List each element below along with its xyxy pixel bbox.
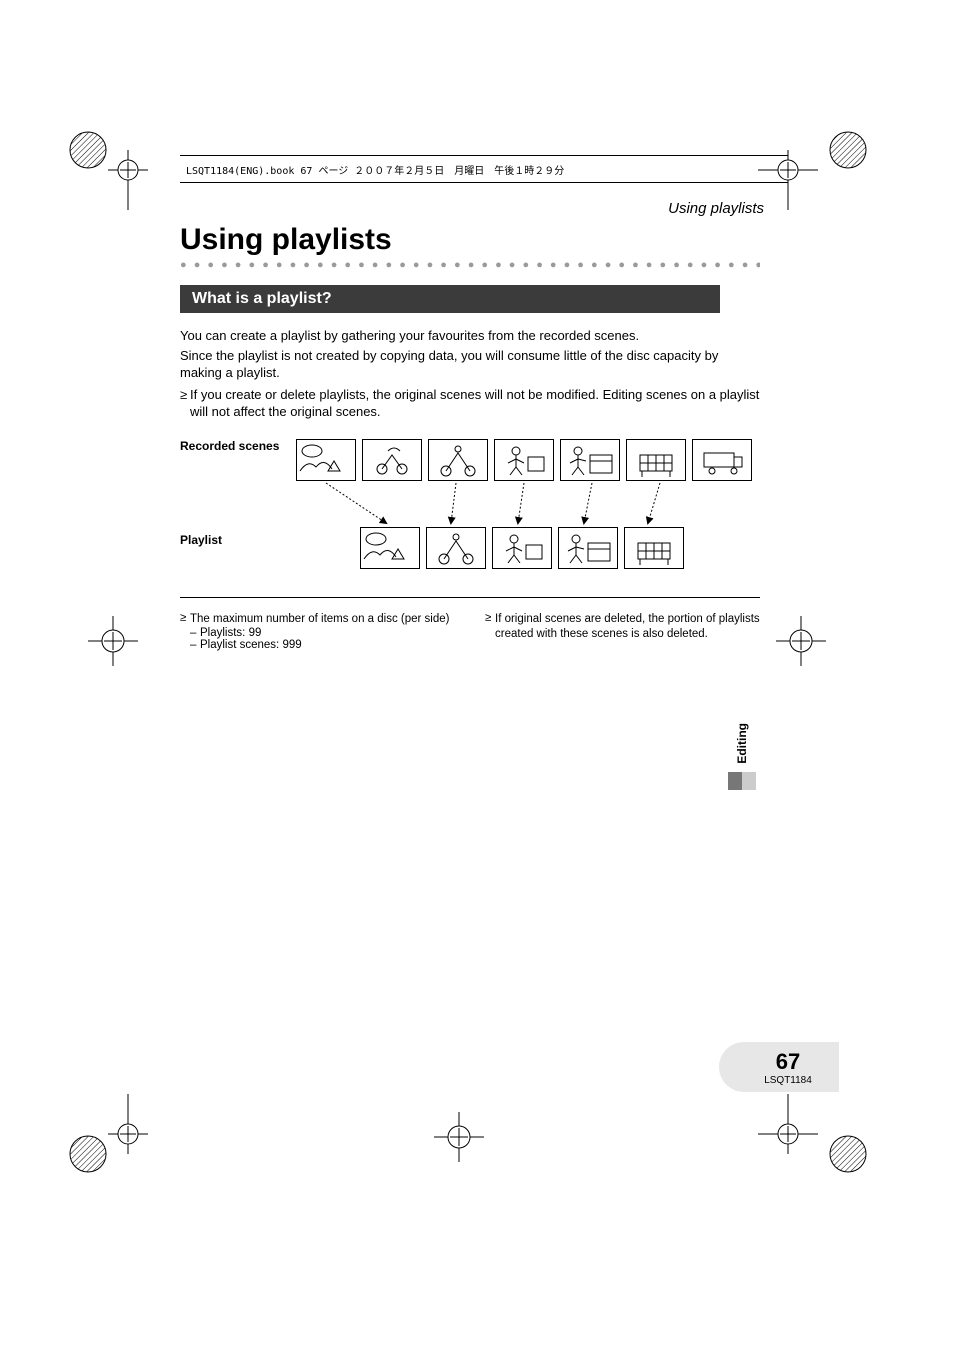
crop-mark-top-left	[68, 130, 148, 210]
crop-mark-bottom-left	[68, 1094, 148, 1174]
page-number-tab: 67 LSQT1184	[719, 1042, 839, 1092]
scene-thumbnail	[494, 439, 554, 481]
crop-mark-mid-right	[776, 616, 826, 666]
page-content: Using playlists Using playlists ● ● ● ● …	[180, 200, 760, 651]
page-title: Using playlists	[180, 223, 760, 257]
scene-thumbnail	[428, 439, 488, 481]
dash-text: Playlist scenes: 999	[200, 639, 302, 651]
dash-icon: –	[190, 627, 200, 639]
side-tab-label: Editing	[735, 723, 749, 764]
diagram-label-playlist: Playlist	[180, 527, 360, 547]
paragraph: You can create a playlist by gathering y…	[180, 327, 760, 345]
scene-thumbnail	[626, 439, 686, 481]
bullet-dot-icon: ≥	[180, 612, 190, 628]
section-subheader: What is a playlist?	[180, 285, 720, 313]
page-number: 67	[776, 1049, 800, 1075]
bullet-dot-icon: ≥	[180, 386, 190, 421]
notes-two-column: ≥ The maximum number of items on a disc …	[180, 597, 760, 652]
bullet-text: If original scenes are deleted, the port…	[495, 612, 760, 643]
scene-thumbnail	[360, 527, 420, 569]
bullet-text: The maximum number of items on a disc (p…	[190, 612, 455, 628]
crop-mark-bottom-center	[434, 1112, 484, 1162]
side-tab-marker-light	[742, 772, 756, 790]
side-tab-marker-dark	[728, 772, 742, 790]
scene-thumbnail	[624, 527, 684, 569]
bullet-item: ≥ If you create or delete playlists, the…	[180, 386, 760, 421]
dash-text: Playlists: 99	[200, 627, 261, 639]
bullet-item: ≥ If original scenes are deleted, the po…	[485, 612, 760, 643]
scene-thumbnail	[560, 439, 620, 481]
notes-col-left: ≥ The maximum number of items on a disc …	[180, 612, 455, 652]
dash-icon: –	[190, 639, 200, 651]
dash-item: – Playlist scenes: 999	[180, 639, 455, 651]
bullet-text: If you create or delete playlists, the o…	[190, 386, 760, 421]
body-text: You can create a playlist by gathering y…	[180, 327, 760, 421]
title-dotted-rule: ● ● ● ● ● ● ● ● ● ● ● ● ● ● ● ● ● ● ● ● …	[180, 259, 760, 271]
bullet-dot-icon: ≥	[485, 612, 495, 643]
recorded-scenes-row	[296, 439, 752, 481]
print-header-strip: LSQT1184(ENG).book 67 ページ ２００７年２月５日 月曜日 …	[180, 155, 788, 183]
diagram-label-recorded: Recorded scenes	[180, 439, 296, 453]
scene-thumbnail	[426, 527, 486, 569]
playlist-diagram: Recorded scenes	[180, 439, 760, 569]
scene-thumbnail	[558, 527, 618, 569]
crop-mark-bottom-right	[758, 1094, 878, 1174]
scene-thumbnail	[296, 439, 356, 481]
playlist-scenes-row	[360, 527, 684, 569]
paragraph: Since the playlist is not created by cop…	[180, 347, 760, 382]
bullet-item: ≥ The maximum number of items on a disc …	[180, 612, 455, 628]
scene-thumbnail	[492, 527, 552, 569]
chapter-side-tab: Editing	[728, 700, 756, 790]
diagram-arrows	[296, 481, 760, 527]
notes-col-right: ≥ If original scenes are deleted, the po…	[485, 612, 760, 652]
doc-code: LSQT1184	[764, 1075, 812, 1086]
running-head: Using playlists	[180, 200, 764, 217]
dash-item: – Playlists: 99	[180, 627, 455, 639]
crop-mark-mid-left	[88, 616, 138, 666]
scene-thumbnail	[692, 439, 752, 481]
scene-thumbnail	[362, 439, 422, 481]
